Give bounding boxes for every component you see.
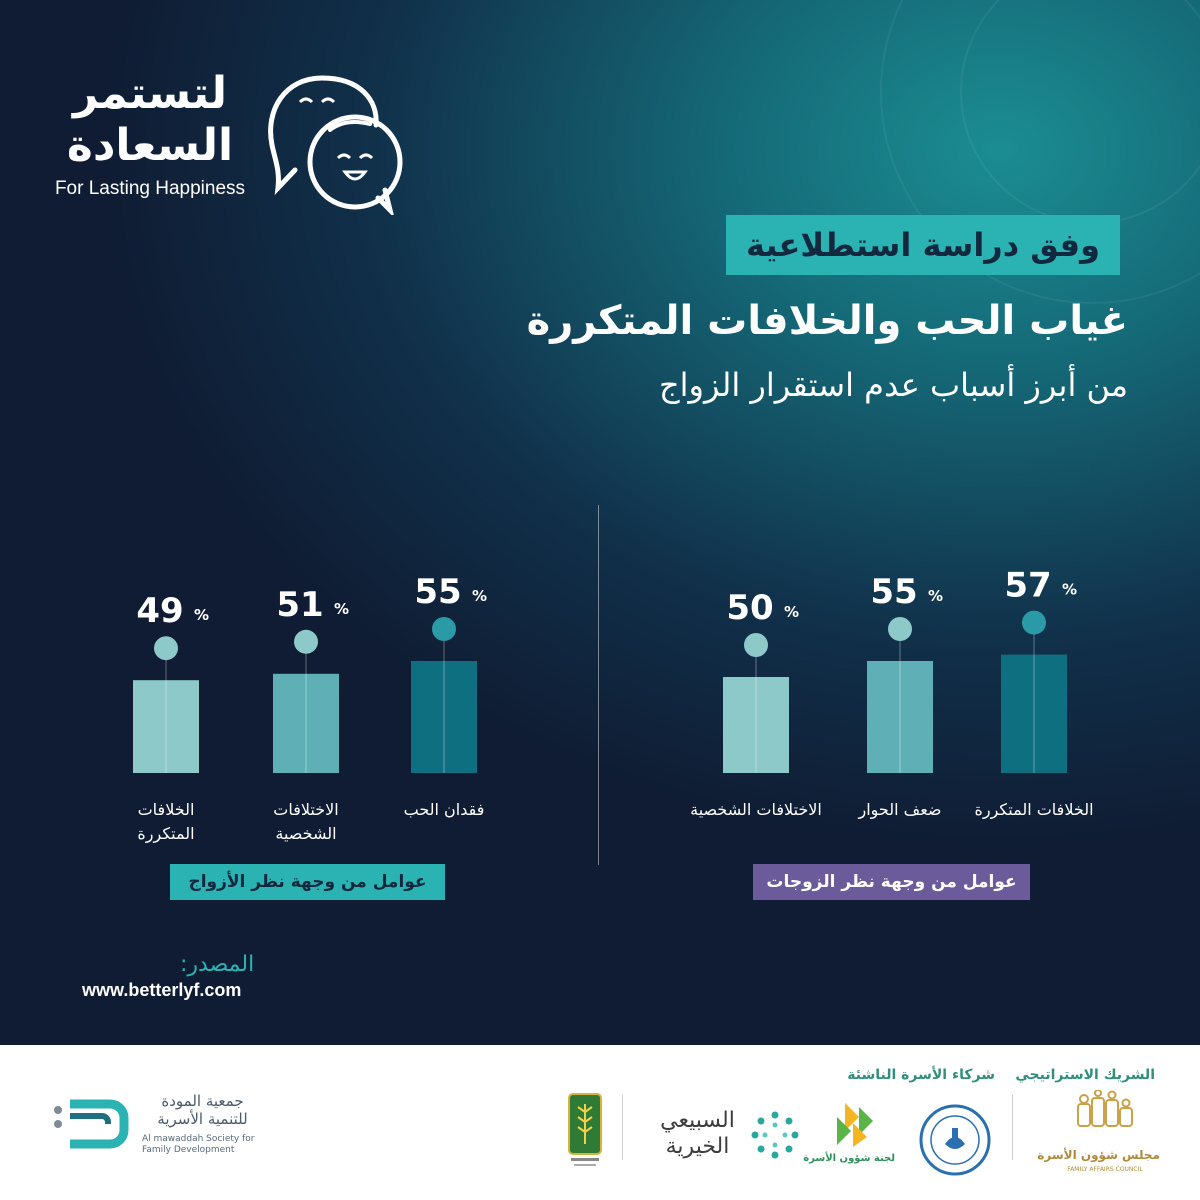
bar xyxy=(723,677,789,773)
bar-marker-dot xyxy=(154,636,178,661)
bar xyxy=(867,661,933,773)
campaign-logo: لتستمر السعادة For Lasting Happiness xyxy=(45,68,403,215)
logo-arabic-line2: السعادة xyxy=(66,120,234,171)
data-label-unit: % xyxy=(472,587,487,605)
data-label-unit: % xyxy=(334,600,349,618)
category-label: الخلافات المتكررة xyxy=(974,800,1093,820)
category-label: الاختلافات الشخصية xyxy=(690,800,822,819)
almawaddah-society-arabic: جمعية المودة للتنمية الأسرية xyxy=(157,1092,248,1128)
source-label: المصدر: xyxy=(180,952,255,977)
bar xyxy=(133,680,199,773)
category-label: المتكررة xyxy=(137,824,194,844)
alsubaie-charity-logo: السبيعي الخيرية xyxy=(650,1100,800,1180)
footer-divider xyxy=(1012,1095,1013,1160)
infographic-canvas: لتستمر السعادة For Lasting Happiness وفق… xyxy=(0,0,1200,1045)
family-affairs-committee-emblem-icon xyxy=(837,1103,873,1147)
family-affairs-committee-logo: لجنة شؤون الأسرة xyxy=(803,1095,895,1195)
husbands-chart-caption: عوامل من وجهة نظر الأزواج xyxy=(170,864,445,900)
bar-marker-dot xyxy=(294,629,318,654)
data-label-unit: % xyxy=(928,587,943,605)
alsubaie-charity-name: السبيعي الخيرية xyxy=(660,1108,735,1159)
bar-marker-dot xyxy=(432,617,456,641)
family-affairs-council-arabic: مجلس شؤون الأسرة xyxy=(1037,1148,1160,1162)
almawaddah-emblem-icon xyxy=(54,1099,129,1149)
data-label-unit: % xyxy=(194,606,209,624)
bar xyxy=(411,661,477,773)
data-label: 50 xyxy=(726,588,773,628)
family-affairs-council-logo: مجلس شؤون الأسرة FAMILY AFFAIRS COUNCIL xyxy=(1037,1089,1160,1190)
bar-marker-dot xyxy=(1022,610,1046,635)
category-label: الخلافات xyxy=(138,800,195,819)
data-label: 57 xyxy=(1004,566,1051,606)
data-label: 51 xyxy=(276,585,323,625)
bar-charts: 55 % فقدان الحب 51 % الاختلافات الشخصية 49 % الخل… xyxy=(133,566,1093,844)
category-label: الشخصية xyxy=(275,824,336,843)
almawaddah-society-logo: جمعية المودة للتنمية الأسرية Al mawaddah… xyxy=(50,1090,270,1180)
data-label-unit: % xyxy=(784,603,799,621)
survey-badge-text: وفق دراسة استطلاعية xyxy=(746,226,1100,264)
family-affairs-council-emblem-icon xyxy=(1077,1089,1133,1127)
logo-english-tagline: For Lasting Happiness xyxy=(54,178,246,199)
charts-divider xyxy=(598,505,599,865)
wives-chart-caption: عوامل من وجهة نظر الزوجات xyxy=(753,864,1030,900)
wheat-emblem-icon xyxy=(568,1093,602,1166)
category-label: ضعف الحوار xyxy=(857,800,941,820)
strategic-partner-label: الشريك الاستراتيجي xyxy=(1015,1067,1155,1083)
survey-badge: وفق دراسة استطلاعية xyxy=(726,215,1120,275)
bar-marker-dot xyxy=(888,617,912,641)
almawaddah-society-english: Al mawaddah Society for Family Developme… xyxy=(142,1134,255,1155)
partners-footer: الشريك الاستراتيجي شركاء الأسرة الناشئة … xyxy=(0,1045,1200,1200)
data-label-unit: % xyxy=(1062,581,1077,599)
page-title: غياب الحب والخلافات المتكررة xyxy=(526,298,1128,344)
logo-arabic-line1: لتستمر xyxy=(72,68,228,119)
data-label: 49 xyxy=(136,591,183,631)
human-rights-commission-logo xyxy=(915,1100,995,1180)
data-label: 55 xyxy=(414,572,461,612)
emerging-family-partners-label: شركاء الأسرة الناشئة xyxy=(847,1067,995,1083)
bar xyxy=(1001,654,1067,773)
category-label: فقدان الحب xyxy=(404,800,485,819)
page-subtitle: من أبرز أسباب عدم استقرار الزواج xyxy=(658,366,1128,404)
smiling-faces-speech-bubble-icon xyxy=(268,75,403,215)
family-affairs-council-english: FAMILY AFFAIRS COUNCIL xyxy=(1067,1166,1143,1173)
data-label: 55 xyxy=(870,572,917,612)
human-rights-emblem-icon xyxy=(919,1104,991,1176)
family-affairs-committee-arabic: لجنة شؤون الأسرة xyxy=(803,1153,895,1164)
footer-divider xyxy=(622,1095,623,1160)
green-emblem-logo xyxy=(565,1090,605,1170)
category-label: الاختلافات xyxy=(273,800,338,819)
bar-marker-dot xyxy=(744,633,768,657)
source-url: www.betterlyf.com xyxy=(82,980,242,1000)
alsubaie-star-emblem-icon xyxy=(751,1111,799,1159)
bar xyxy=(273,673,339,773)
